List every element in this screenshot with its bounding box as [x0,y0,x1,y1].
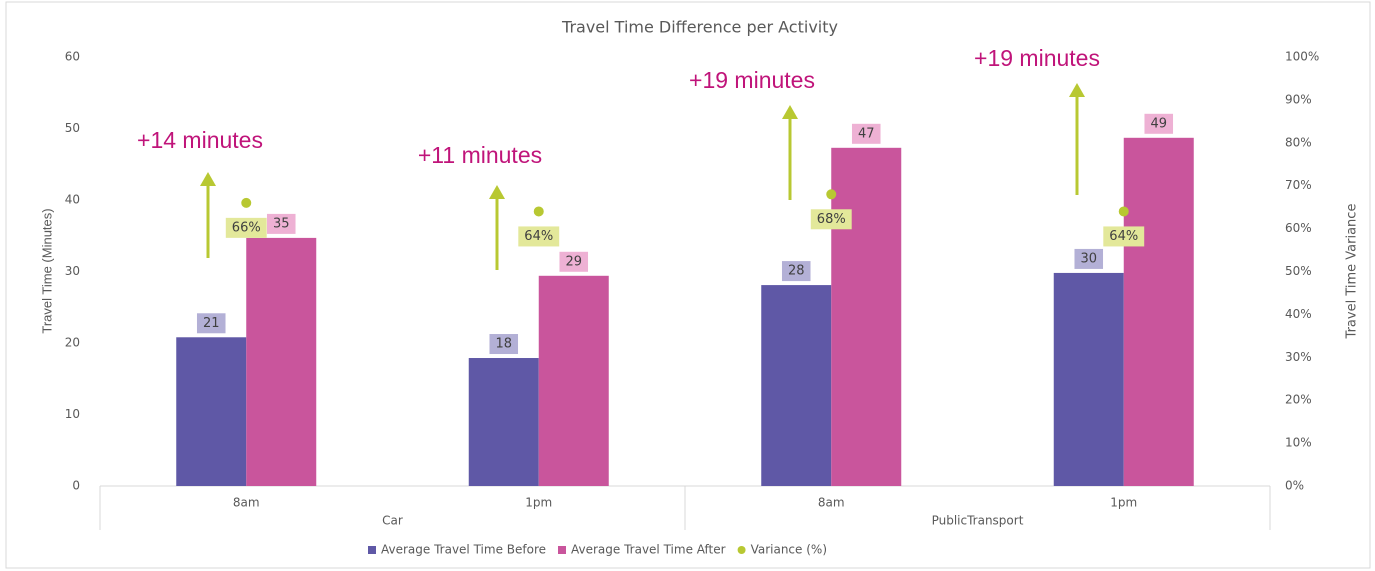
y2-tick-label: 40% [1285,307,1312,321]
data-label-bg [225,217,267,238]
data-label: 47 [858,126,875,141]
annotation: +19 minutes [689,67,815,93]
data-label-bg [810,209,852,230]
bar [176,337,247,486]
legend-label: Average Travel Time After [571,543,726,557]
data-label: 68% [817,212,846,227]
x-tick-label: 1pm [525,496,552,510]
data-label-bg [1074,248,1104,269]
data-label-bg [196,313,226,334]
y2-tick-label: 70% [1285,178,1312,192]
legend-label: Variance (%) [751,543,827,557]
data-label: 49 [1150,116,1167,131]
variance-dot [241,197,252,208]
y-tick-label: 0 [72,479,80,493]
bar [1053,272,1124,486]
data-label-bg [559,251,589,272]
chart-frame [5,1,1371,569]
group-label: Car [382,514,403,528]
group-label: PublicTransport [932,514,1024,528]
data-label: 66% [232,220,261,235]
data-label-bg [781,261,811,282]
y2-tick-label: 90% [1285,92,1312,106]
data-label: 30 [1080,251,1097,266]
y-tick-label: 30 [65,264,80,278]
data-label-bg [1144,113,1174,134]
bar [246,237,317,486]
y-axis-label: Travel Time (Minutes) [39,208,54,333]
data-label: 18 [495,337,512,352]
data-label: 35 [273,216,290,231]
bar [468,358,539,486]
y-tick-label: 60 [65,50,80,64]
data-label: 21 [203,316,220,331]
x-tick-label: 8am [818,496,845,510]
data-label: 64% [1109,229,1138,244]
x-tick-label: 8am [233,496,260,510]
data-label: 64% [524,229,553,244]
chart-title: Travel Time Difference per Activity [561,18,838,37]
variance-dot [1118,206,1129,217]
y-tick-label: 40 [65,193,80,207]
annotation-arrowhead [782,105,798,119]
y2-tick-label: 100% [1285,50,1319,64]
legend-label: Average Travel Time Before [381,543,546,557]
bar [831,147,902,486]
data-label-bg [489,334,519,355]
y2-tick-label: 30% [1285,350,1312,364]
y2-axis-label: Travel Time Variance [1345,204,1360,340]
data-label-bg [518,226,560,247]
annotation: +11 minutes [418,142,542,168]
data-label: 28 [788,264,805,279]
y-tick-label: 20 [65,336,80,350]
annotation-arrowhead [1069,83,1085,97]
variance-dot [533,206,544,217]
annotation: +14 minutes [137,127,263,153]
bar [538,275,609,486]
variance-dot [826,189,837,200]
data-label-bg [851,123,881,144]
y2-tick-label: 20% [1285,393,1312,407]
y-tick-label: 10 [65,407,80,421]
annotation-arrowhead [200,172,216,186]
y2-tick-label: 10% [1285,436,1312,450]
y-tick-label: 50 [65,121,80,135]
annotation-arrowhead [489,185,505,199]
data-label-bg [266,213,296,234]
x-tick-label: 1pm [1110,496,1137,510]
y2-tick-label: 80% [1285,135,1312,149]
legend-marker [368,546,376,554]
data-label-bg [1103,226,1145,247]
annotation: +19 minutes [974,45,1100,71]
y2-tick-label: 0% [1285,479,1304,493]
legend-marker [558,546,566,554]
bar [1123,137,1194,487]
y2-tick-label: 60% [1285,221,1312,235]
y2-tick-label: 50% [1285,264,1312,278]
bar [761,285,832,486]
data-label: 29 [565,254,582,269]
legend-marker [737,546,746,554]
